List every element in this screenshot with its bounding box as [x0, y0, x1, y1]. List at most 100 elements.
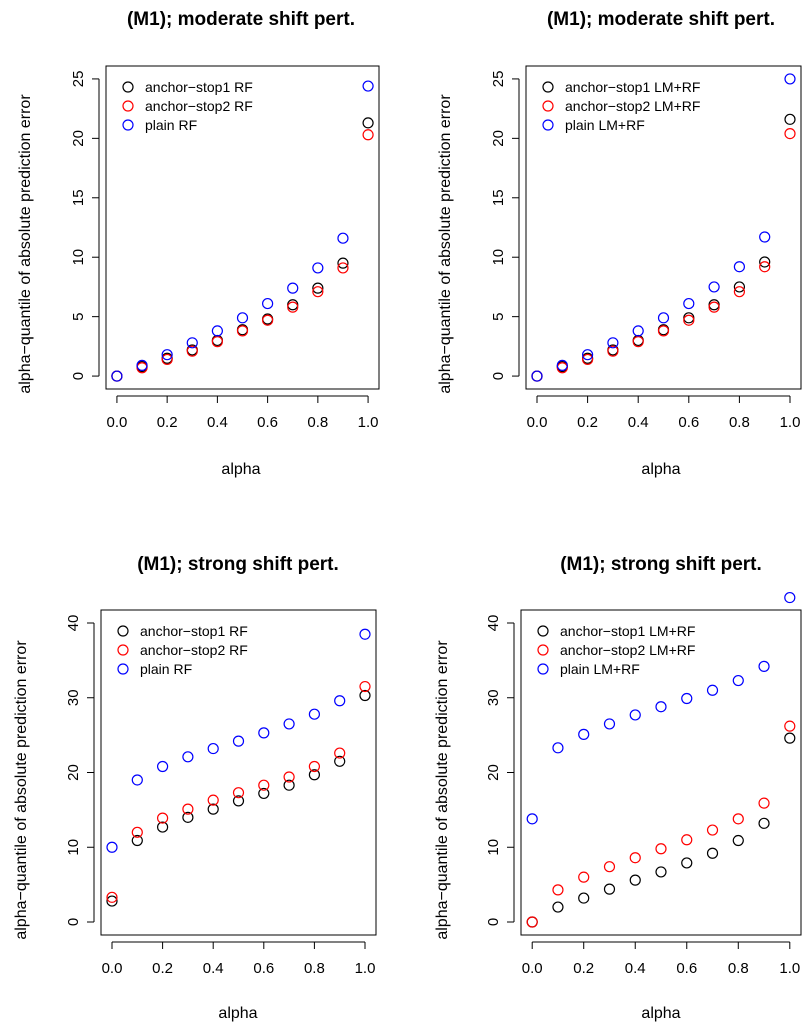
y-tick-label: 30 [65, 689, 82, 706]
data-point [283, 779, 295, 791]
data-point [308, 760, 320, 773]
data-point [287, 301, 299, 313]
legend-label: plain LM+RF [565, 117, 645, 133]
data-point [681, 692, 693, 705]
data-point [556, 359, 568, 371]
data-point [161, 353, 173, 366]
data-point [526, 916, 538, 928]
x-tick-label: 0.6 [257, 414, 278, 431]
series-3 [531, 73, 796, 382]
data-point [683, 312, 695, 324]
x-tick-label: 0.4 [625, 960, 646, 977]
data-point [758, 817, 770, 829]
x-axis: 0.0 0.2 0.4 0.6 0.8 1.0 [522, 941, 800, 977]
series-2 [526, 720, 796, 928]
data-point [683, 314, 695, 326]
y-tick-label: 0 [485, 918, 502, 926]
legend-label: anchor−stop1 LM+RF [560, 623, 695, 639]
legend-label: plain RF [140, 661, 192, 677]
legend-marker [122, 81, 134, 93]
data-point [359, 680, 371, 693]
data-point [287, 299, 299, 311]
data-point [759, 231, 771, 243]
data-point [784, 113, 796, 125]
series-3 [106, 628, 371, 853]
data-point [359, 689, 371, 702]
data-point [708, 299, 720, 311]
x-tick-label: 0.2 [157, 414, 178, 431]
y-tick-label: 20 [65, 764, 82, 781]
y-tick-label: 10 [70, 249, 87, 266]
plot-frame [525, 65, 802, 390]
data-point [182, 803, 194, 815]
y-tick-label: 15 [70, 189, 87, 206]
data-point [526, 813, 538, 825]
x-tick-label: 0.2 [573, 960, 594, 977]
data-point [657, 312, 670, 324]
data-point [262, 314, 274, 326]
data-point [733, 286, 746, 298]
data-point [784, 73, 796, 85]
x-tick-label: 0.0 [527, 414, 548, 431]
data-point [784, 127, 796, 140]
data-point [578, 728, 590, 740]
legend-marker [122, 119, 134, 131]
y-tick-label: 0 [490, 372, 507, 380]
series-2 [106, 680, 371, 903]
plot-frame [100, 609, 377, 936]
data-point [784, 591, 796, 604]
data-point [258, 787, 270, 800]
data-point [759, 261, 771, 273]
data-point [111, 370, 123, 382]
data-point [784, 720, 796, 732]
data-point [629, 874, 641, 886]
series-2 [531, 127, 796, 382]
data-point [308, 769, 320, 781]
data-point [552, 884, 564, 896]
data-point [131, 834, 143, 847]
y-tick-label: 20 [485, 764, 502, 781]
data-point [681, 834, 693, 846]
x-tick-label: 0.8 [307, 414, 328, 431]
panel-title: (M1); moderate shift pert. [547, 9, 775, 30]
legend: anchor−stop1 RF anchor−stop2 RF plain RF [117, 623, 248, 677]
data-point [632, 325, 644, 337]
data-point [182, 811, 194, 823]
data-point [581, 349, 594, 361]
series-1 [531, 113, 796, 382]
data-point [629, 709, 641, 721]
legend-marker [537, 644, 549, 656]
panel-2: (M1); moderate shift pert.0.0 0.2 0.4 0.6 0.… [437, 9, 802, 478]
legend-marker [537, 663, 549, 675]
data-point [603, 883, 616, 895]
data-point [706, 847, 719, 859]
x-tick-label: 0.6 [678, 414, 699, 431]
y-axis: 0 5 10 15 20 25 [70, 71, 100, 380]
y-axis: 0 10 20 30 40 [65, 615, 95, 926]
data-point [732, 813, 744, 825]
data-point [211, 325, 223, 337]
legend-label: anchor−stop1 RF [145, 79, 253, 95]
y-axis-label: alpha−quantile of absolute prediction er… [437, 94, 454, 394]
data-point [232, 735, 245, 747]
y-tick-label: 20 [490, 130, 507, 147]
data-point [136, 359, 148, 371]
data-point [232, 795, 245, 807]
series-1 [526, 732, 796, 928]
data-point [655, 843, 667, 855]
legend: anchor−stop1 RF anchor−stop2 RF plain RF [122, 79, 253, 133]
legend-label: anchor−stop2 LM+RF [560, 642, 695, 658]
legend: anchor−stop1 LM+RF anchor−stop2 LM+RF plai… [537, 623, 695, 677]
data-point [758, 797, 770, 809]
data-point [207, 742, 219, 755]
data-point [607, 337, 619, 349]
legend-marker [537, 625, 549, 637]
data-point [182, 751, 194, 763]
data-point [683, 297, 695, 310]
y-tick-label: 30 [485, 689, 502, 706]
y-tick-label: 5 [490, 312, 507, 320]
data-point [232, 787, 245, 799]
panel-3: (M1); strong shift pert. 0.0 0.2 0.4 0.6 0.8 1… [13, 554, 377, 1022]
data-point [236, 325, 249, 337]
